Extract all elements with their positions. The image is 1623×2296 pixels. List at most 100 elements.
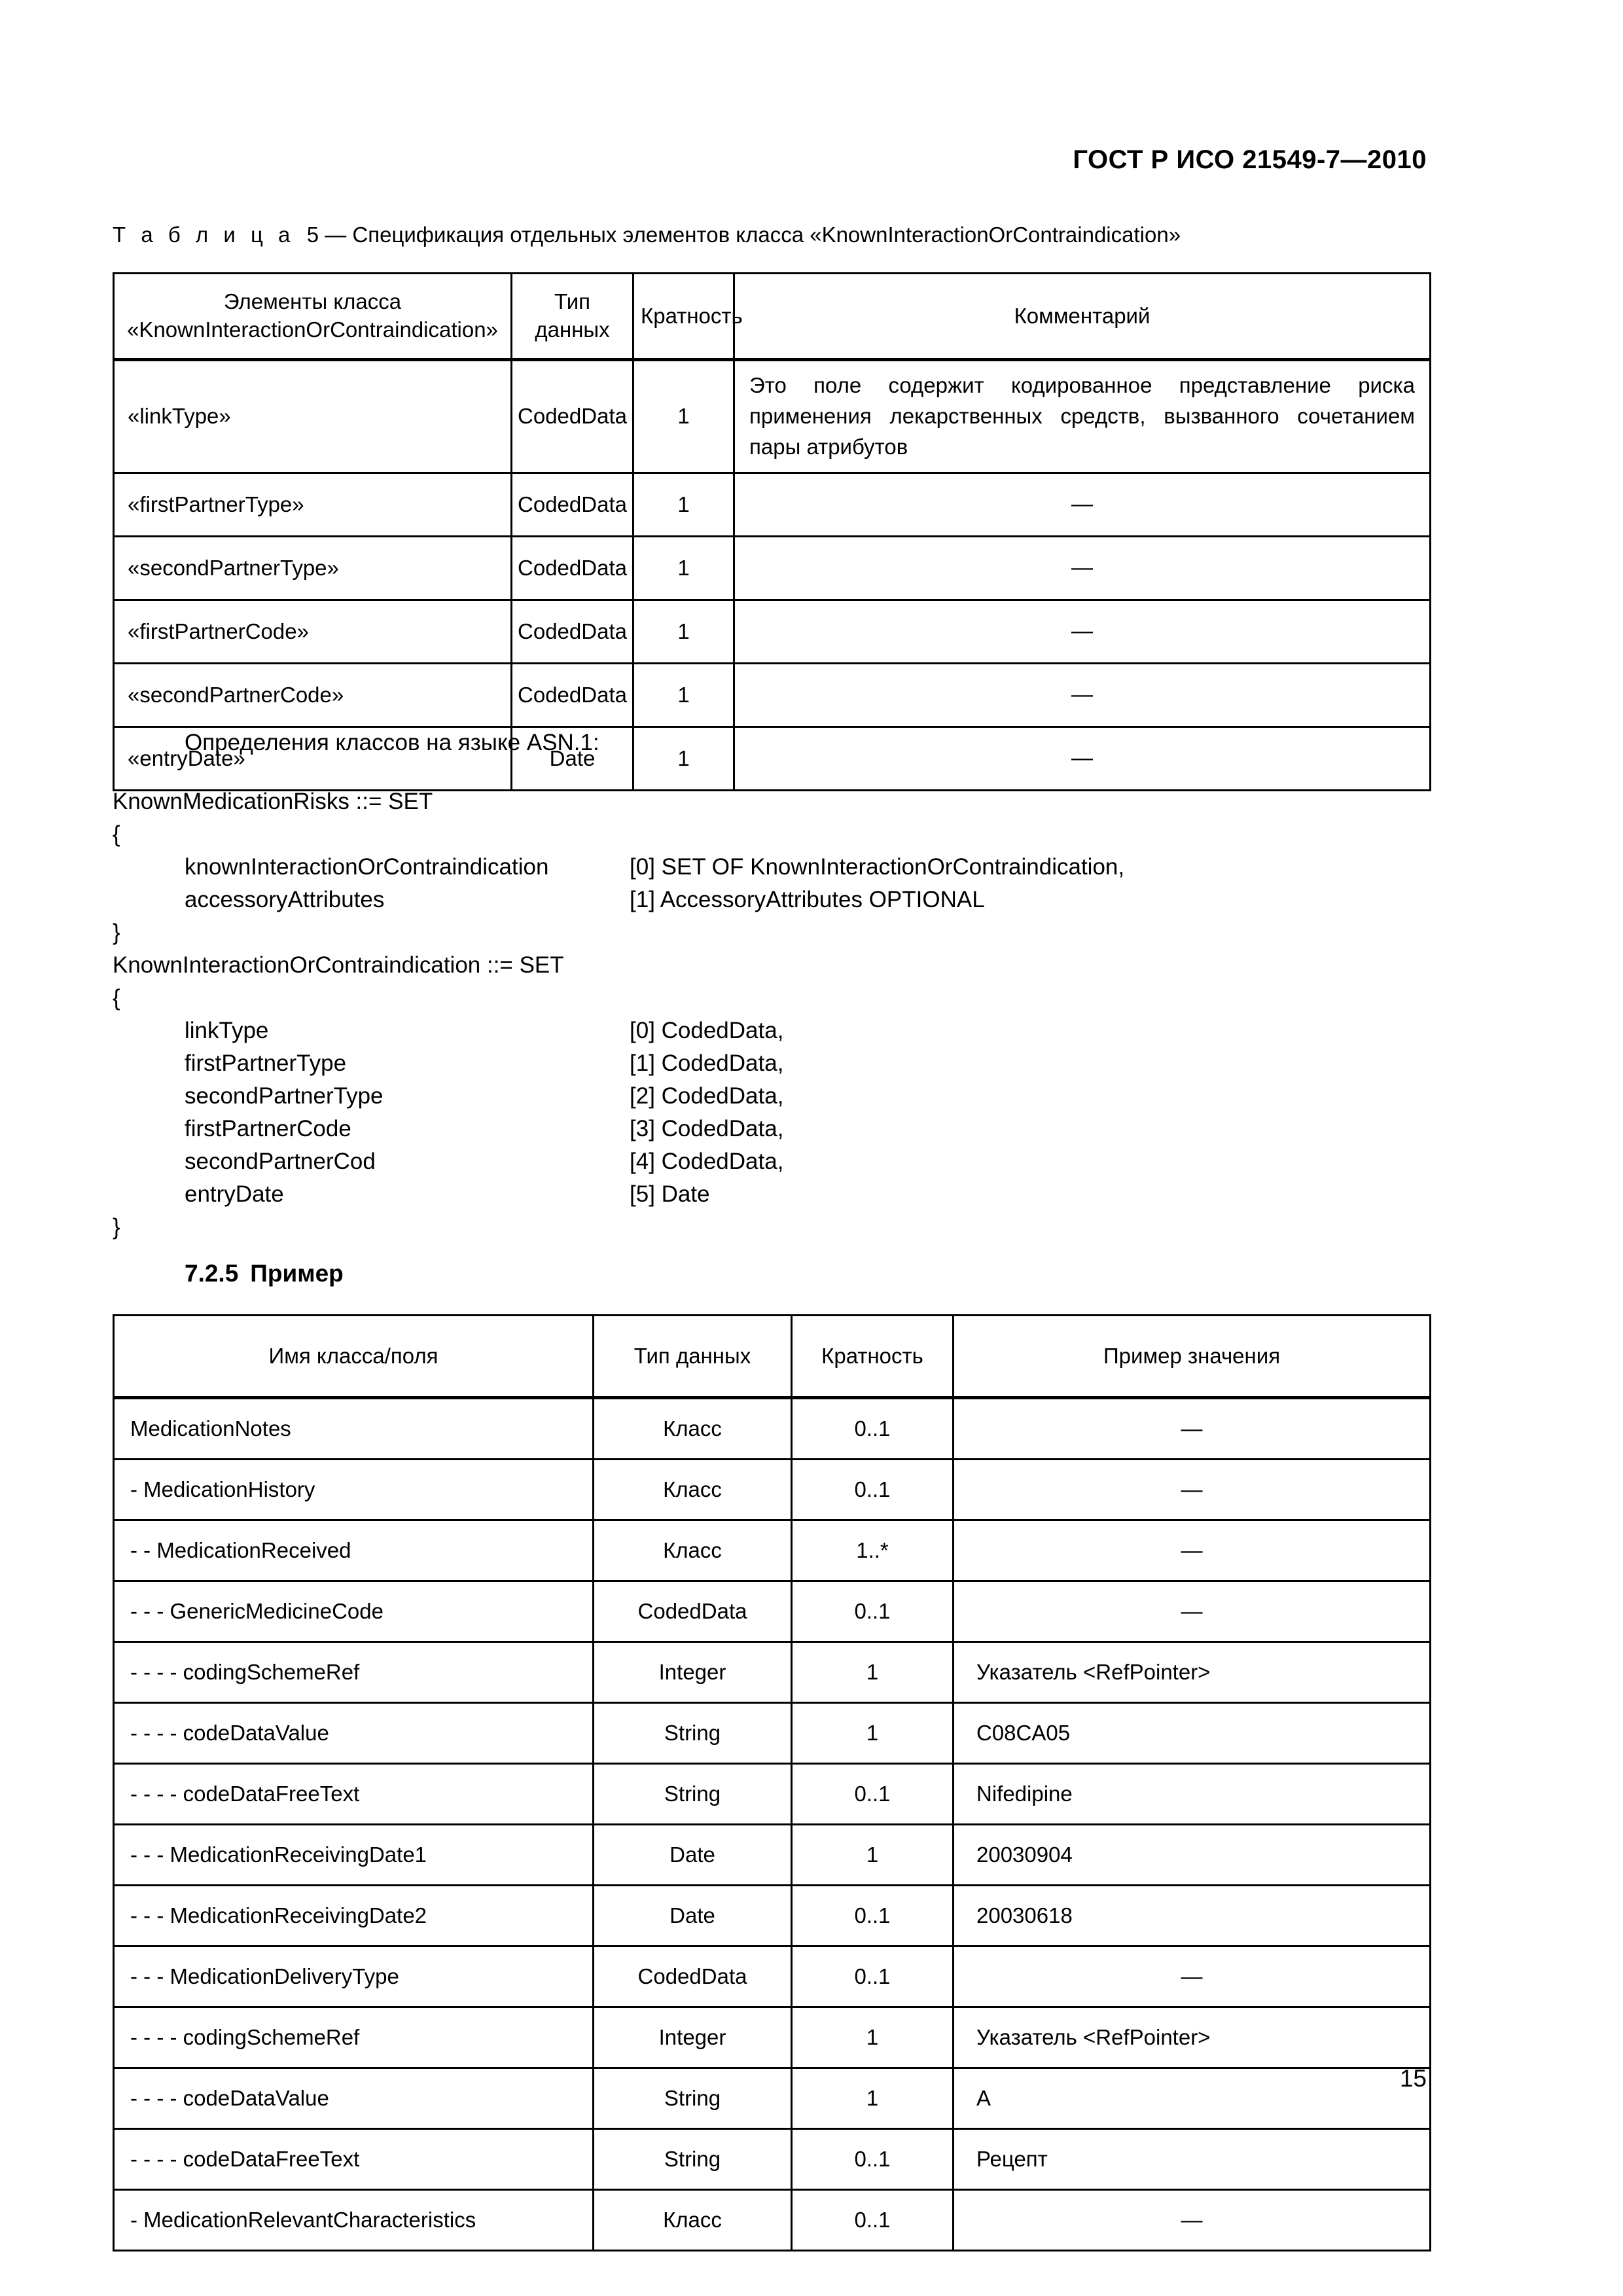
page-number: 15 <box>1399 2065 1427 2092</box>
example-row8-value: 20030618 <box>952 1884 1431 1947</box>
asn-line-decl: KnownInteractionOrContraindication ::= S… <box>113 949 1487 982</box>
running-header-standard-ref: ГОСТ Р ИСО 21549-7—2010 <box>1073 145 1427 174</box>
asn-field-name: entryDate <box>185 1181 284 1207</box>
example-row11-cardinality: 1 <box>791 2067 954 2130</box>
table5-row4-comment: — <box>733 662 1431 728</box>
example-row3-name: - - - GenericMedicineCode <box>113 1580 594 1643</box>
example-row12-name: - - - - codeDataFreeText <box>113 2128 594 2191</box>
table5-col-header-datatype-line1: Тип <box>554 289 590 314</box>
table5-caption-lead: Т а б л и ц а <box>113 223 295 247</box>
example-row8-name: - - - MedicationReceivingDate2 <box>113 1884 594 1947</box>
table5-row3-cardinality: 1 <box>632 598 735 664</box>
table5-row3-name: «firstPartnerCode» <box>113 598 512 664</box>
table5-col-header-cardinality-line1: Кратность <box>641 303 743 328</box>
example-row0-name: MedicationNotes <box>113 1397 594 1460</box>
asn-field-name: knownInteractionOrContraindication <box>185 854 549 880</box>
table5-row1-type: CodedData <box>510 471 634 537</box>
table-row: - - - - codeDataValue String 1 A <box>113 2067 1431 2130</box>
asn-line-text: KnownInteractionOrContraindication ::= S… <box>113 952 564 978</box>
table-row: - - - - codeDataValue String 1 C08CA05 <box>113 1702 1431 1765</box>
asn-line-text: KnownMedicationRisks ::= SET <box>113 789 433 814</box>
table-row: - - - - codingSchemeRef Integer 1 Указат… <box>113 2006 1431 2069</box>
table-row: - - - MedicationDeliveryType CodedData 0… <box>113 1945 1431 2008</box>
asn-field-name: linkType <box>185 1018 269 1043</box>
table-example-values: Имя класса/поля Тип данных Кратность При… <box>113 1314 1431 2251</box>
asn-line-field: entryDate [5] Date <box>113 1178 1487 1211</box>
example-col-header-value: Пример значения <box>952 1314 1431 1399</box>
example-row2-cardinality: 1..* <box>791 1519 954 1582</box>
example-table-body: MedicationNotes Класс 0..1 — - Medicatio… <box>113 1397 1431 2251</box>
asn-field-name: firstPartnerType <box>185 1050 347 1076</box>
example-col-header-name: Имя класса/поля <box>113 1314 594 1399</box>
table5-col-header-comment: Комментарий <box>733 272 1431 361</box>
table-row: «firstPartnerCode» CodedData 1 — <box>113 598 1431 664</box>
table5-row3-type: CodedData <box>510 598 634 664</box>
clause-title: Пример <box>250 1260 344 1287</box>
asn-field-value: [4] CodedData, <box>630 1149 784 1174</box>
table5-row2-type: CodedData <box>510 535 634 601</box>
example-row4-cardinality: 1 <box>791 1641 954 1704</box>
example-row4-type: Integer <box>592 1641 793 1704</box>
table-row: - - MedicationReceived Класс 1..* — <box>113 1519 1431 1582</box>
example-row7-type: Date <box>592 1823 793 1886</box>
asn-line-brace: { <box>113 982 1487 1014</box>
table-row: - MedicationHistory Класс 0..1 — <box>113 1458 1431 1521</box>
table5-col-header-comment-line1: Комментарий <box>1014 303 1150 328</box>
example-row8-type: Date <box>592 1884 793 1947</box>
table-row: «secondPartnerCode» CodedData 1 — <box>113 662 1431 728</box>
example-row12-cardinality: 0..1 <box>791 2128 954 2191</box>
asn1-definition-block: KnownMedicationRisks ::= SET { knownInte… <box>113 785 1487 1244</box>
table-row: - - - - codeDataFreeText String 0..1 Nif… <box>113 1763 1431 1825</box>
example-col-header-cardinality: Кратность <box>791 1314 954 1399</box>
asn-field-name: accessoryAttributes <box>185 887 385 912</box>
table5-row4-name: «secondPartnerCode» <box>113 662 512 728</box>
example-row5-cardinality: 1 <box>791 1702 954 1765</box>
table5-row4-type: CodedData <box>510 662 634 728</box>
asn-field-value: [2] CodedData, <box>630 1083 784 1109</box>
table5-row0-comment: Это поле содержит кодированное представл… <box>733 359 1431 474</box>
table-row: - - - MedicationReceivingDate2 Date 0..1… <box>113 1884 1431 1947</box>
table5-row3-comment: — <box>733 598 1431 664</box>
example-row1-name: - MedicationHistory <box>113 1458 594 1521</box>
example-row12-value: Рецепт <box>952 2128 1431 2191</box>
table5-row0-type: CodedData <box>510 359 634 474</box>
table5-col-header-elements-line2: «KnownInteractionOrContraindication» <box>127 317 498 342</box>
table-row: - - - - codingSchemeRef Integer 1 Указат… <box>113 1641 1431 1704</box>
example-row10-value: Указатель <RefPointer> <box>952 2006 1431 2069</box>
table5-row5-cardinality: 1 <box>632 725 735 791</box>
table5-caption-text: 5 — Спецификация отдельных элементов кла… <box>306 223 1181 247</box>
table5-row4-cardinality: 1 <box>632 662 735 728</box>
table5-row1-name: «firstPartnerType» <box>113 471 512 537</box>
table5-row1-cardinality: 1 <box>632 471 735 537</box>
example-col-header-datatype: Тип данных <box>592 1314 793 1399</box>
example-row0-cardinality: 0..1 <box>791 1397 954 1460</box>
example-row1-type: Класс <box>592 1458 793 1521</box>
example-row1-value: — <box>952 1458 1431 1521</box>
table-row: - MedicationRelevantCharacteristics Клас… <box>113 2189 1431 2251</box>
table-5-class-element-spec: Элементы класса «KnownInteractionOrContr… <box>113 272 1431 791</box>
table5-row5-type: Date <box>510 725 634 791</box>
example-row5-type: String <box>592 1702 793 1765</box>
example-row13-name: - MedicationRelevantCharacteristics <box>113 2189 594 2251</box>
table5-caption: Т а б л и ц а 5 — Спецификация отдельных… <box>113 223 1181 247</box>
table5-col-header-datatype-line2: данных <box>535 317 610 342</box>
asn-line-field: secondPartnerType [2] CodedData, <box>113 1080 1487 1113</box>
example-row7-cardinality: 1 <box>791 1823 954 1886</box>
asn-line-brace: } <box>113 1211 1487 1244</box>
asn-line-text: } <box>113 920 120 945</box>
example-row5-value: C08CA05 <box>952 1702 1431 1765</box>
table-row: «entryDate» Date 1 — <box>113 725 1431 791</box>
example-row6-cardinality: 0..1 <box>791 1763 954 1825</box>
table5-row0-cardinality: 1 <box>632 359 735 474</box>
table5-col-header-elements-line1: Элементы класса <box>223 289 402 314</box>
table-row: «secondPartnerType» CodedData 1 — <box>113 535 1431 601</box>
example-table-header: Имя класса/поля Тип данных Кратность При… <box>113 1314 1431 1399</box>
asn-line-text: } <box>113 1214 120 1240</box>
clause-heading-7-2-5: 7.2.5 Пример <box>185 1260 344 1287</box>
example-row6-type: String <box>592 1763 793 1825</box>
example-row3-value: — <box>952 1580 1431 1643</box>
table5-row2-name: «secondPartnerType» <box>113 535 512 601</box>
table-row: - - - - codeDataFreeText String 0..1 Рец… <box>113 2128 1431 2191</box>
example-row10-type: Integer <box>592 2006 793 2069</box>
